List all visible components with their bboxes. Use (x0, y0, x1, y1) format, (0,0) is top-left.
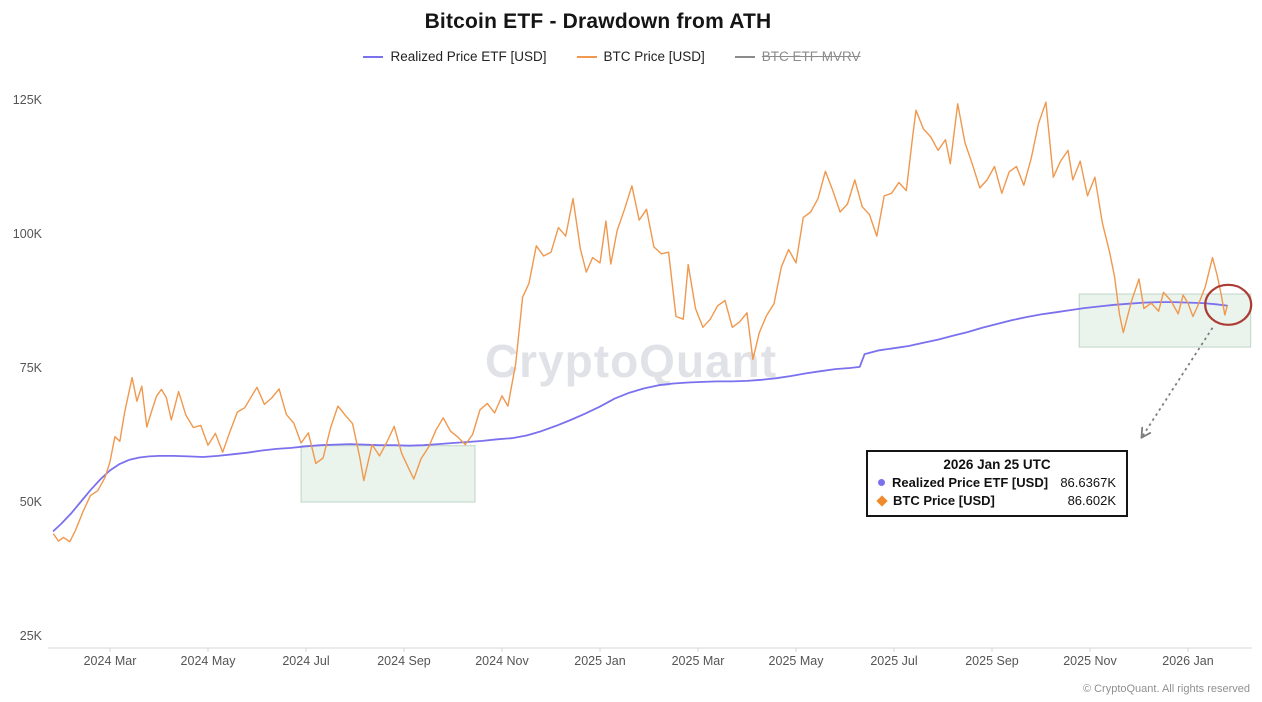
line-sample-icon (576, 55, 597, 58)
x-tick-label: 2024 Nov (475, 654, 529, 668)
tooltip-value: 86.6367K (1060, 475, 1116, 490)
legend-label: Realized Price ETF [USD] (390, 49, 547, 64)
highlight-circle-annotation (1204, 283, 1253, 326)
x-tick-label: 2025 Sep (965, 654, 1019, 668)
chart-title: Bitcoin ETF - Drawdown from ATH (424, 10, 772, 33)
x-tick-label: 2025 Nov (1063, 654, 1117, 668)
arrow-head-icon (1140, 431, 1152, 439)
tooltip-row-realized-price: Realized Price ETF [USD] 86.6367K (878, 475, 1116, 490)
x-tick-label: 2025 Jul (870, 654, 917, 668)
legend-label: BTC ETF MVRV (761, 49, 861, 64)
arrow-annotation-line (1140, 327, 1214, 439)
tooltip-label: Realized Price ETF [USD] (892, 475, 1049, 490)
y-tick-label: 75K (20, 361, 43, 375)
x-tick-label: 2024 May (181, 654, 237, 668)
highlight-box (300, 445, 476, 503)
tooltip-date: 2026 Jan 25 UTC (943, 457, 1051, 472)
legend-label: BTC Price [USD] (603, 49, 705, 64)
orange-diamond-icon (876, 494, 888, 507)
tooltip-value: 86.602K (1067, 493, 1116, 508)
tooltip: 2026 Jan 25 UTC Realized Price ETF [USD]… (866, 450, 1128, 517)
x-tick-label: 2025 May (769, 654, 825, 668)
tooltip-row-btc-price: BTC Price [USD] 86.602K (876, 493, 1116, 508)
y-tick-label: 125K (13, 93, 43, 107)
y-tick-label: 25K (20, 629, 43, 643)
purple-dot-icon (878, 479, 885, 486)
legend: Realized Price ETF [USD] BTC Price [USD]… (0, 49, 1224, 64)
x-tick-label: 2024 Jul (282, 654, 329, 668)
line-sample-icon (734, 55, 755, 58)
series-line-btc-price (52, 101, 1228, 543)
x-tick-label: 2024 Sep (377, 654, 431, 668)
x-tick-label: 2026 Jan (1162, 654, 1213, 668)
y-tick-label: 50K (20, 495, 43, 509)
x-tick-label: 2025 Mar (672, 654, 725, 668)
tooltip-label: BTC Price [USD] (893, 493, 995, 508)
arrow-head-icon (1140, 426, 1144, 439)
legend-item-btc-etf-mvrv[interactable]: BTC ETF MVRV (734, 49, 861, 64)
x-tick-label: 2024 Mar (84, 654, 137, 668)
copyright-notice: © CryptoQuant. All rights reserved (1082, 683, 1250, 695)
y-tick-label: 100K (13, 227, 43, 241)
legend-item-realized-price-etf[interactable]: Realized Price ETF [USD] (363, 49, 547, 64)
cryptoquant-watermark: CryptoQuant (484, 335, 778, 387)
x-tick-label: 2025 Jan (574, 654, 625, 668)
series-line-realized-price-etf (52, 301, 1229, 532)
legend-item-btc-price[interactable]: BTC Price [USD] (576, 49, 705, 64)
line-sample-icon (363, 55, 384, 58)
